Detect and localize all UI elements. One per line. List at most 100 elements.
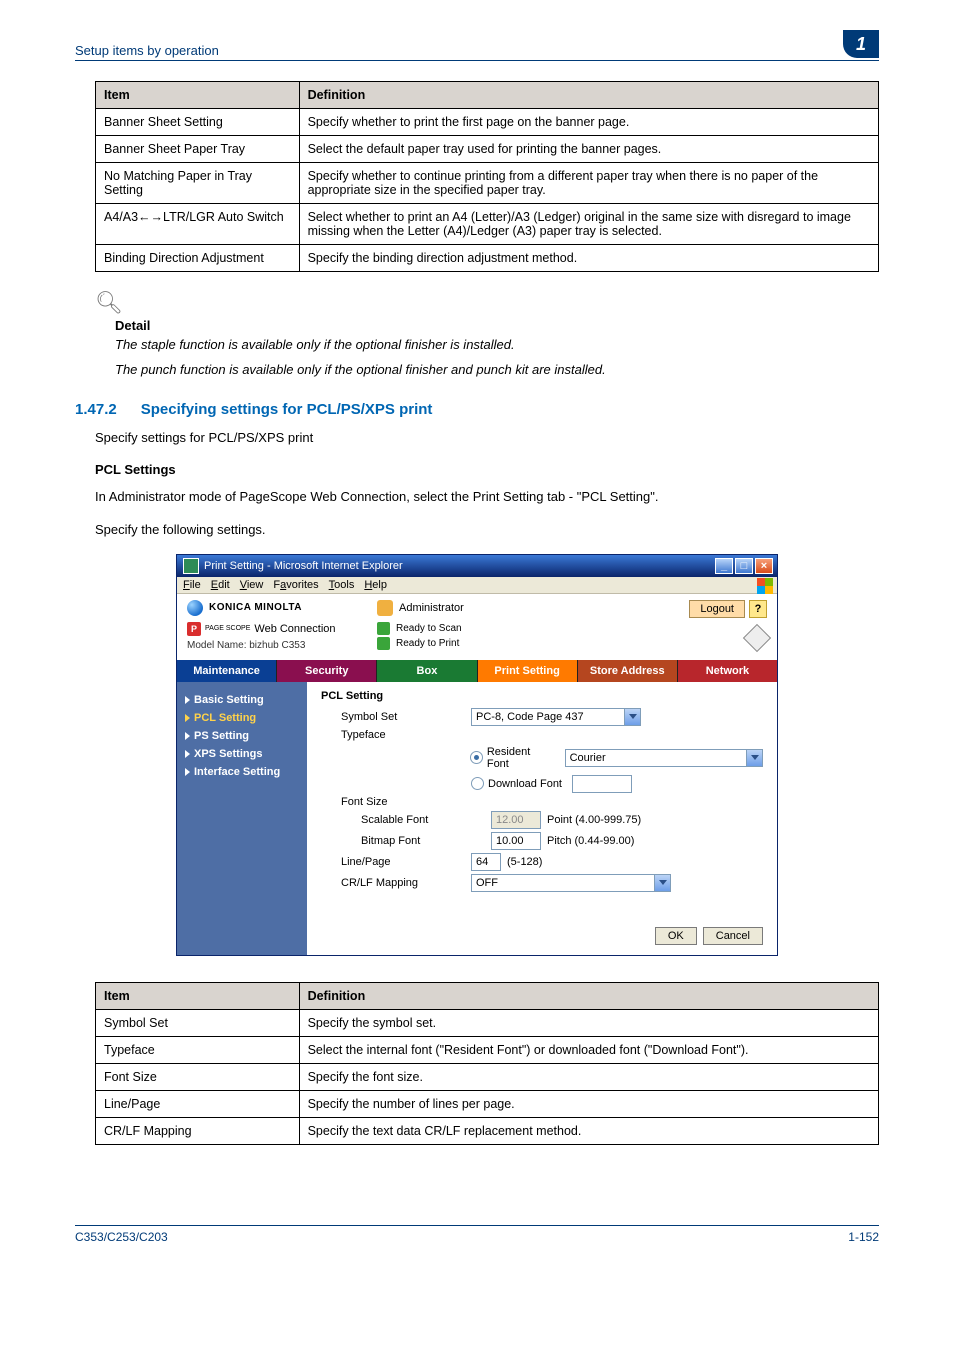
menu-view[interactable]: View [240,579,264,591]
logout-button[interactable]: Logout [689,600,745,618]
main-panel: PCL Setting Symbol Set PC-8, Code Page 4… [307,682,777,955]
section-paragraph: In Administrator mode of PageScope Web C… [95,487,879,507]
menu-tools[interactable]: Tools [329,579,355,591]
status-icon [377,637,390,650]
model-name: Model Name: bizhub C353 [187,640,357,651]
magnifier-icon: 🔍︎ [95,292,879,314]
chapter-badge: 1 [843,30,879,58]
settings-table-2: Item Definition Symbol Set Specify the s… [95,982,879,1145]
symbol-set-label: Symbol Set [321,711,471,723]
tab-network[interactable]: Network [678,660,777,682]
ok-button[interactable]: OK [655,927,697,945]
page-footer: C353/C253/C203 1-152 [75,1225,879,1244]
detail-line: The punch function is available only if … [115,362,879,377]
header-breadcrumb: Setup items by operation [75,43,219,58]
status-ready-scan: Ready to Scan [377,622,607,635]
table2-header-def: Definition [299,982,878,1009]
browser-window: Print Setting - Microsoft Internet Explo… [176,554,778,956]
download-font-radio[interactable]: Download Font [471,777,562,790]
detail-heading: Detail [115,318,879,333]
sidebar-item-pcl[interactable]: PCL Setting [185,712,299,724]
scalable-font-input[interactable] [491,811,541,829]
window-minimize-button[interactable]: _ [715,558,733,574]
bitmap-font-label: Bitmap Font [321,835,491,847]
app-body: Basic Setting PCL Setting PS Setting XPS… [177,682,777,955]
sidebar-item-ps[interactable]: PS Setting [185,730,299,742]
sidebar-item-basic[interactable]: Basic Setting [185,694,299,706]
detail-block: 🔍︎ Detail The staple function is availab… [95,292,879,377]
window-close-button[interactable]: × [755,558,773,574]
font-size-label: Font Size [321,796,471,808]
table-row: Binding Direction Adjustment Specify the… [96,245,879,272]
cancel-button[interactable]: Cancel [703,927,763,945]
menu-file[interactable]: File [183,579,201,591]
status-icon [377,622,390,635]
page-header: Setup items by operation 1 [75,30,879,61]
line-page-range: (5-128) [507,856,542,868]
tab-store-address[interactable]: Store Address [578,660,678,682]
form-title: PCL Setting [321,690,763,702]
line-page-label: Line/Page [321,856,471,868]
section-paragraph: Specify the following settings. [95,520,879,540]
table-row: Symbol Set Specify the symbol set. [96,1009,879,1036]
subsection-heading: PCL Settings [95,462,879,477]
window-title: Print Setting - Microsoft Internet Explo… [204,560,403,572]
table-row: Line/Page Specify the number of lines pe… [96,1090,879,1117]
browser-menubar: File Edit View Favorites Tools Help [177,577,777,594]
globe-icon [187,600,203,616]
crlf-label: CR/LF Mapping [321,877,471,889]
section-number: 1.47.2 [75,401,117,418]
table1-header-def: Definition [299,82,878,109]
footer-page: 1-152 [848,1230,879,1244]
sidebar-item-interface[interactable]: Interface Setting [185,766,299,778]
window-maximize-button[interactable]: □ [735,558,753,574]
table-row: CR/LF Mapping Specify the text data CR/L… [96,1117,879,1144]
table-row: Font Size Specify the font size. [96,1063,879,1090]
download-font-input[interactable] [572,775,632,793]
chevron-down-icon [654,875,670,891]
symbol-set-select[interactable]: PC-8, Code Page 437 [471,708,641,726]
radio-icon [470,751,483,764]
table-row: Banner Sheet Paper Tray Select the defau… [96,136,879,163]
footer-model: C353/C253/C203 [75,1230,168,1244]
tab-print-setting[interactable]: Print Setting [478,660,578,682]
table2-header-item: Item [96,982,300,1009]
line-page-input[interactable] [471,853,501,871]
settings-table-1: Item Definition Banner Sheet Setting Spe… [95,81,879,272]
menu-favorites[interactable]: Favorites [273,579,318,591]
table-row: A4/A3←→LTR/LGR Auto Switch Select whethe… [96,204,879,245]
konica-minolta-logo: KONICA MINOLTA [187,600,357,616]
resident-font-radio[interactable]: Resident Font [470,746,555,770]
bitmap-font-range: Pitch (0.44-99.00) [547,835,634,847]
tab-security[interactable]: Security [277,660,377,682]
main-tabs: Maintenance Security Box Print Setting S… [177,660,777,682]
window-titlebar: Print Setting - Microsoft Internet Explo… [177,555,777,577]
sidebar-item-xps[interactable]: XPS Settings [185,748,299,760]
radio-icon [471,777,484,790]
bitmap-font-input[interactable] [491,832,541,850]
scalable-font-label: Scalable Font [321,814,491,826]
help-button[interactable]: ? [749,600,767,618]
tab-box[interactable]: Box [377,660,477,682]
section-title: Specifying settings for PCL/PS/XPS print [141,401,433,418]
ie-icon [183,558,199,574]
crlf-select[interactable]: OFF [471,874,671,892]
table-row: Banner Sheet Setting Specify whether to … [96,109,879,136]
menu-edit[interactable]: Edit [211,579,230,591]
app-header: KONICA MINOLTA P PAGE SCOPE Web Connecti… [177,594,777,660]
chevron-down-icon [746,750,762,766]
tab-maintenance[interactable]: Maintenance [177,660,277,682]
table-row: Typeface Select the internal font ("Resi… [96,1036,879,1063]
menu-help[interactable]: Help [364,579,387,591]
table1-header-item: Item [96,82,300,109]
admin-indicator: Administrator [377,600,607,616]
pagescope-mark-icon: P [187,622,201,636]
chip-icon [743,623,771,651]
section-heading: 1.47.2 Specifying settings for PCL/PS/XPS… [75,401,879,418]
detail-line: The staple function is available only if… [115,337,879,352]
sidebar: Basic Setting PCL Setting PS Setting XPS… [177,682,307,955]
admin-icon [377,600,393,616]
resident-font-select[interactable]: Courier [565,749,763,767]
windows-logo-icon [757,578,773,594]
pagescope-logo: P PAGE SCOPE Web Connection [187,622,357,636]
